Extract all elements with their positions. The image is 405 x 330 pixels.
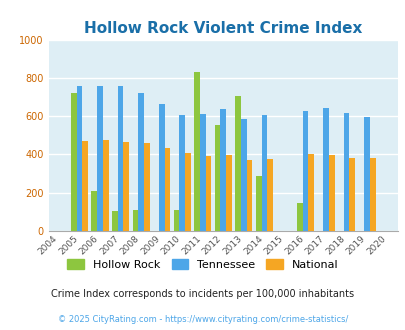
Text: © 2025 CityRating.com - https://www.cityrating.com/crime-statistics/: © 2025 CityRating.com - https://www.city… [58,315,347,324]
Bar [132,210,138,231]
Bar [71,93,77,231]
Legend: Hollow Rock, Tennessee, National: Hollow Rock, Tennessee, National [63,255,342,274]
Bar [123,142,129,231]
Bar [241,119,246,231]
Bar [199,114,205,231]
Bar [77,85,82,231]
Bar [144,143,149,231]
Bar [205,155,211,231]
Bar [363,117,369,231]
Bar [220,109,226,231]
Bar [112,211,117,231]
Bar [226,155,231,231]
Bar [234,96,241,231]
Bar [179,115,185,231]
Bar [185,153,190,231]
Bar [164,148,170,231]
Bar [261,115,266,231]
Bar [307,154,313,231]
Bar [296,203,302,231]
Bar [349,158,354,231]
Bar [103,140,109,231]
Bar [82,141,88,231]
Bar [117,86,123,231]
Bar [266,159,272,231]
Bar [302,111,307,231]
Bar [173,210,179,231]
Bar [158,104,164,231]
Title: Hollow Rock Violent Crime Index: Hollow Rock Violent Crime Index [84,21,362,36]
Bar [214,125,220,231]
Bar [194,72,199,231]
Bar [343,113,349,231]
Bar [246,160,252,231]
Bar [97,85,103,231]
Bar [369,158,375,231]
Bar [138,93,144,231]
Bar [91,191,97,231]
Bar [328,155,334,231]
Bar [322,108,328,231]
Bar [255,177,261,231]
Text: Crime Index corresponds to incidents per 100,000 inhabitants: Crime Index corresponds to incidents per… [51,289,354,299]
